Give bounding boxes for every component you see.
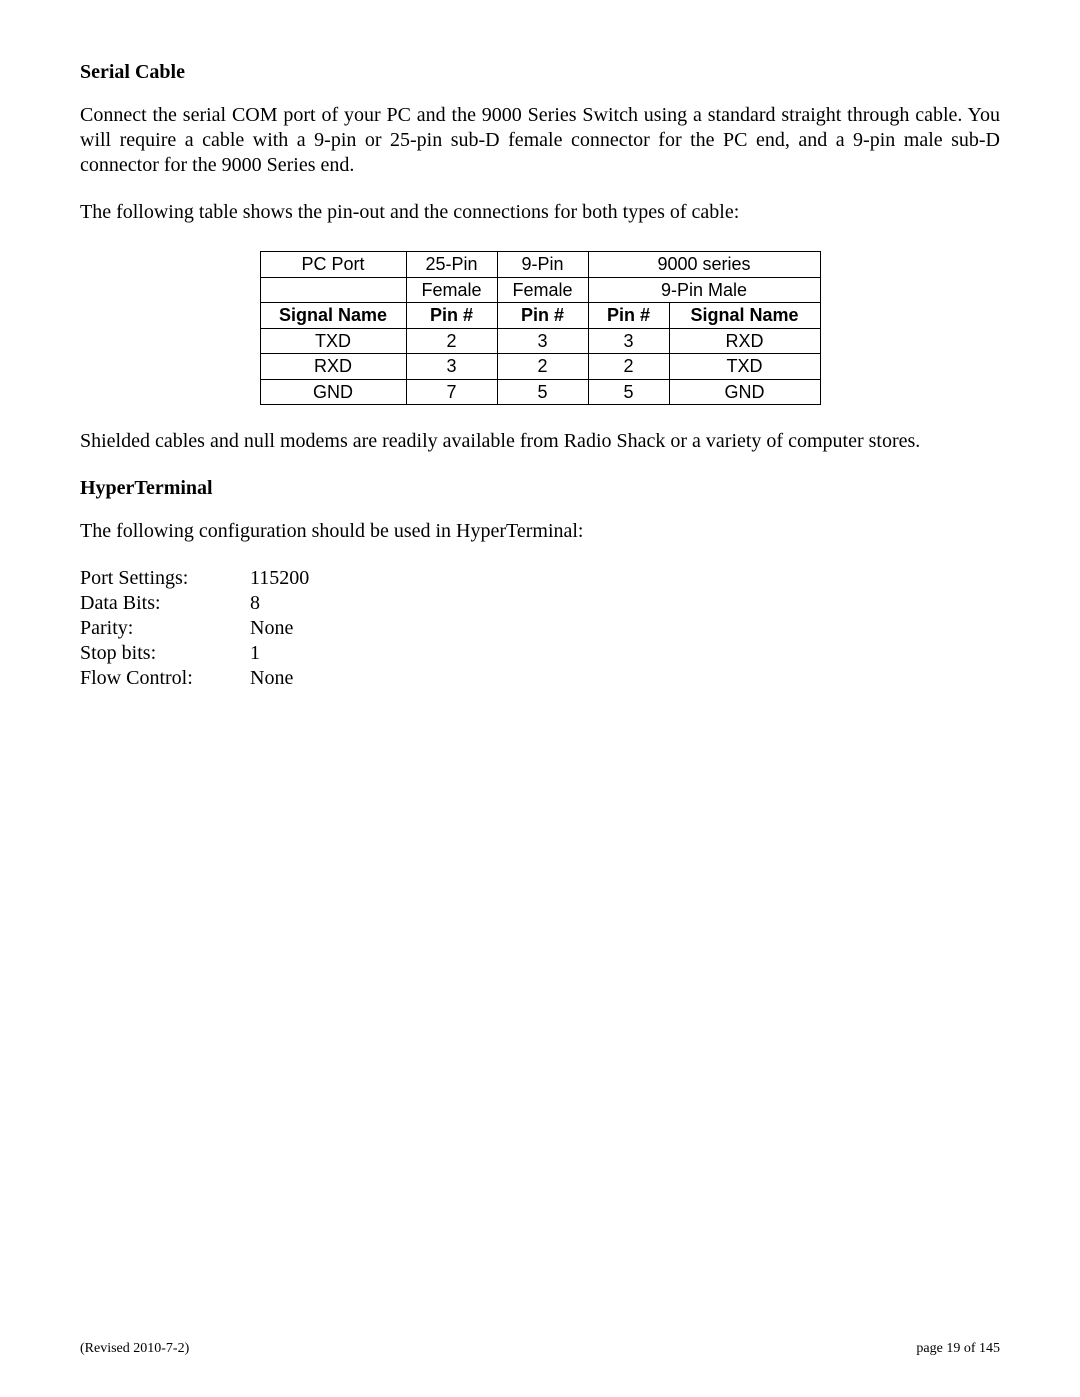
heading-hyperterminal: HyperTerminal (80, 476, 1000, 501)
cell-hdr-signal-name-2: Signal Name (669, 303, 820, 329)
cell-female-9: Female (497, 277, 588, 303)
heading-serial-cable: Serial Cable (80, 60, 1000, 85)
page: Serial Cable Connect the serial COM port… (0, 0, 1080, 1397)
table-row: Data Bits: 8 (80, 591, 309, 616)
cell: 2 (588, 354, 669, 380)
cell: 2 (406, 328, 497, 354)
cell: 3 (497, 328, 588, 354)
settings-value: None (250, 616, 309, 641)
cell: 3 (588, 328, 669, 354)
settings-label: Flow Control: (80, 666, 250, 691)
cell-9pin-male: 9-Pin Male (588, 277, 820, 303)
table-row: PC Port 25-Pin 9-Pin 9000 series (260, 252, 820, 278)
cell: 7 (406, 379, 497, 405)
paragraph-hyper-intro: The following configuration should be us… (80, 519, 1000, 544)
table-row: Flow Control: None (80, 666, 309, 691)
table-row: Signal Name Pin # Pin # Pin # Signal Nam… (260, 303, 820, 329)
settings-label: Parity: (80, 616, 250, 641)
table-row: TXD 2 3 3 RXD (260, 328, 820, 354)
settings-value: 115200 (250, 566, 309, 591)
cell-hdr-pin-c: Pin # (588, 303, 669, 329)
table-row: GND 7 5 5 GND (260, 379, 820, 405)
cell: TXD (669, 354, 820, 380)
table-row: Female Female 9-Pin Male (260, 277, 820, 303)
settings-table: Port Settings: 115200 Data Bits: 8 Parit… (80, 566, 309, 691)
cell-hdr-pin-a: Pin # (406, 303, 497, 329)
cell: GND (669, 379, 820, 405)
settings-value: 8 (250, 591, 309, 616)
settings-label: Port Settings: (80, 566, 250, 591)
cell: 5 (588, 379, 669, 405)
table-row: RXD 3 2 2 TXD (260, 354, 820, 380)
cell-hdr-pin-b: Pin # (497, 303, 588, 329)
cell: TXD (260, 328, 406, 354)
table-row: Port Settings: 115200 (80, 566, 309, 591)
footer-revised: (Revised 2010-7-2) (80, 1340, 189, 1358)
paragraph-shielded: Shielded cables and null modems are read… (80, 429, 1000, 454)
cell-hdr-signal-name: Signal Name (260, 303, 406, 329)
cell: 3 (406, 354, 497, 380)
table-row: Parity: None (80, 616, 309, 641)
cell-9pin: 9-Pin (497, 252, 588, 278)
paragraph-intro: Connect the serial COM port of your PC a… (80, 103, 1000, 178)
paragraph-table-intro: The following table shows the pin-out an… (80, 200, 1000, 225)
cell: 5 (497, 379, 588, 405)
cell-female-25: Female (406, 277, 497, 303)
cell-pc-port: PC Port (260, 252, 406, 278)
cell-blank (260, 277, 406, 303)
settings-label: Stop bits: (80, 641, 250, 666)
cell-25pin: 25-Pin (406, 252, 497, 278)
cell-9000-series: 9000 series (588, 252, 820, 278)
settings-label: Data Bits: (80, 591, 250, 616)
footer-page-number: page 19 of 145 (916, 1340, 1000, 1358)
page-footer: (Revised 2010-7-2) page 19 of 145 (80, 1340, 1000, 1358)
pinout-table: PC Port 25-Pin 9-Pin 9000 series Female … (260, 251, 821, 405)
settings-value: 1 (250, 641, 309, 666)
cell: RXD (260, 354, 406, 380)
settings-value: None (250, 666, 309, 691)
cell: 2 (497, 354, 588, 380)
cell: RXD (669, 328, 820, 354)
cell: GND (260, 379, 406, 405)
table-row: Stop bits: 1 (80, 641, 309, 666)
